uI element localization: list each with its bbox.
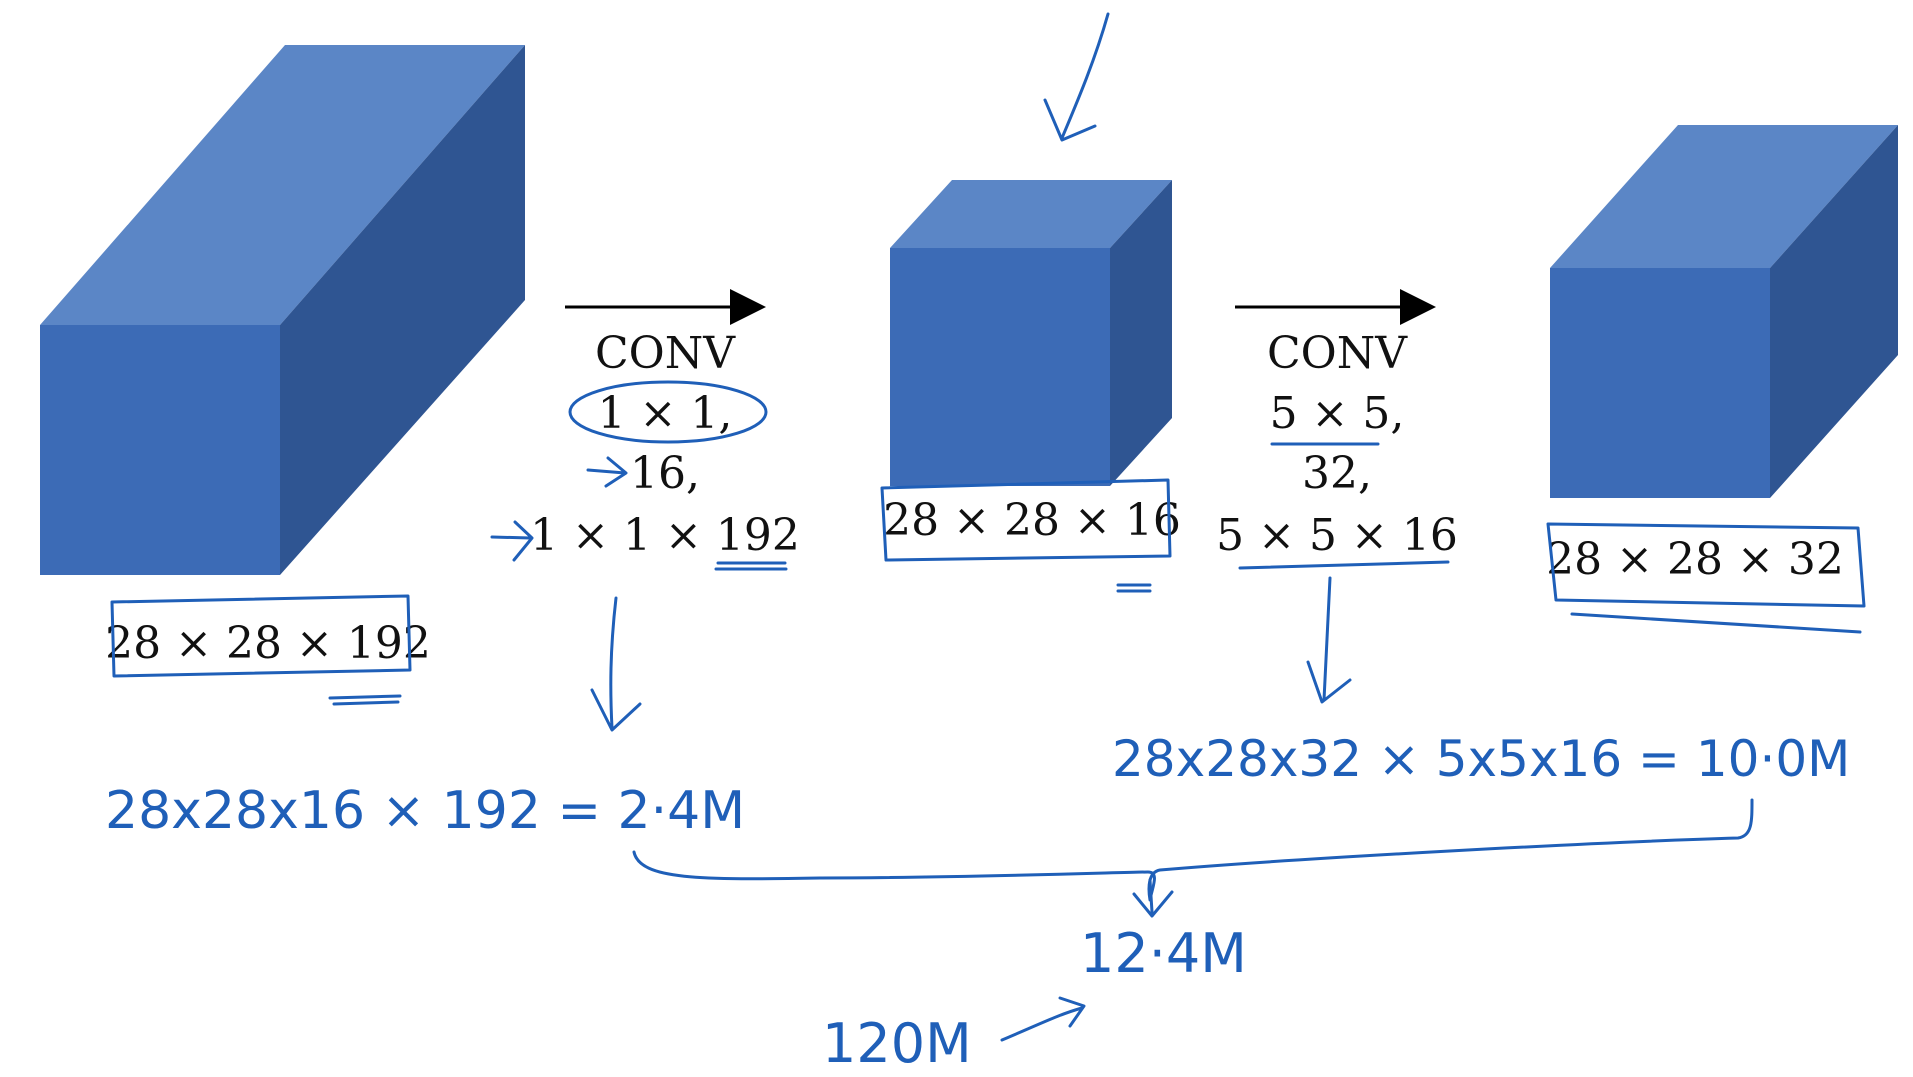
conv2-filter-shape: 5 × 5 × 16	[1216, 510, 1458, 561]
cost2-text: 28x28x32 × 5x5x16 = 10·0M	[1112, 730, 1850, 788]
filter-shape-arrow	[490, 520, 534, 562]
compare-text: 120M	[822, 1012, 972, 1075]
sum-brace	[632, 798, 1754, 902]
output-label-underline	[1570, 612, 1862, 634]
input-volume	[40, 45, 525, 575]
middle-label-underline	[1116, 583, 1152, 593]
input-volume-front	[40, 325, 280, 575]
compare-arrow	[1000, 996, 1086, 1042]
conv2-kernel: 5 × 5,	[1270, 388, 1405, 439]
middle-label-box	[880, 478, 1172, 562]
output-label-box	[1546, 522, 1866, 608]
middle-volume-side	[1110, 180, 1172, 486]
conv2-params: CONV 5 × 5, 32, 5 × 5 × 16	[1216, 328, 1458, 561]
total-text: 12·4M	[1080, 922, 1247, 985]
middle-volume-top	[890, 180, 1172, 248]
input-label-box	[110, 594, 412, 678]
middle-volume	[890, 180, 1172, 486]
output-volume-side	[1770, 125, 1898, 498]
input-label-underline	[328, 694, 402, 706]
kernel-ellipse	[568, 380, 768, 444]
conv2-title: CONV	[1267, 328, 1408, 379]
conv2-shape-underline	[1238, 560, 1450, 570]
output-volume	[1550, 125, 1898, 498]
conv1-filters: 16,	[630, 448, 700, 499]
sum-arrow	[1132, 878, 1174, 918]
conv1-params: CONV 1 × 1, 16, 1 × 1 × 192	[530, 328, 800, 561]
ink-annotations	[110, 12, 1866, 1042]
output-volume-label: 28 × 28 × 32	[1546, 534, 1844, 585]
conv1-title: CONV	[595, 328, 736, 379]
cost1-arrow	[590, 596, 642, 732]
middle-volume-label: 28 × 28 × 16	[883, 495, 1181, 546]
cost1-text: 28x28x16 × 192 = 2·4M	[105, 781, 745, 841]
conv1-filter-shape: 1 × 1 × 192	[530, 510, 800, 561]
cost2-arrow	[1306, 576, 1352, 704]
192-underline	[714, 561, 788, 571]
middle-volume-front	[890, 248, 1110, 486]
pointer-arrow-top	[1043, 12, 1110, 142]
input-volume-label: 28 × 28 × 192	[105, 618, 431, 669]
input-volume-side	[280, 45, 525, 575]
filters-arrow	[586, 456, 628, 488]
output-volume-front	[1550, 268, 1770, 498]
conv2-filters: 32,	[1302, 448, 1372, 499]
output-volume-top	[1550, 125, 1898, 268]
input-volume-top	[40, 45, 525, 325]
conv1-kernel: 1 × 1,	[598, 388, 733, 439]
